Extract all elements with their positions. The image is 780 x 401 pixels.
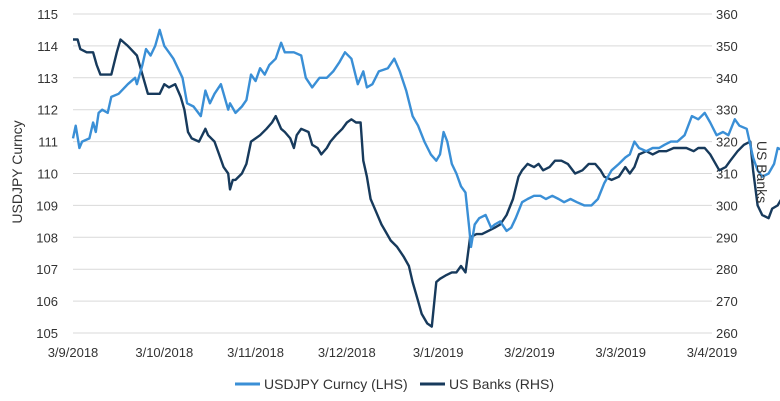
x-tick-label: 3/11/2018 [227, 345, 284, 360]
right-tick-label: 340 [716, 71, 738, 86]
right-tick-label: 290 [716, 230, 738, 245]
x-tick-label: 3/1/2019 [413, 345, 464, 360]
left-tick-label: 108 [36, 230, 58, 245]
right-axis-title: US Banks [754, 141, 770, 203]
legend-label-usdjpy: USDJPY Curncy (LHS) [264, 376, 408, 392]
left-tick-label: 110 [37, 167, 58, 182]
left-tick-label: 111 [38, 135, 58, 150]
left-tick-label: 114 [37, 39, 58, 54]
gridlines [73, 13, 712, 334]
x-tick-label: 3/4/2019 [687, 345, 738, 360]
left-tick-label: 109 [36, 198, 58, 213]
left-tick-label: 113 [37, 71, 58, 86]
left-axis-title: USDJPY Curncy [9, 120, 25, 223]
x-tick-label: 3/12/2018 [318, 345, 376, 360]
left-tick-label: 112 [37, 103, 58, 118]
legend: USDJPY Curncy (LHS) US Banks (RHS) [235, 376, 554, 392]
left-tick-label: 107 [36, 262, 58, 277]
right-tick-label: 260 [716, 326, 738, 341]
x-tick-label: 3/9/2018 [48, 345, 99, 360]
right-tick-label: 360 [716, 7, 738, 22]
legend-label-us-banks: US Banks (RHS) [449, 376, 554, 392]
x-axis: 3/9/2018 3/10/2018 3/11/2018 3/12/2018 3/1/2… [48, 345, 738, 360]
left-tick-label: 106 [36, 294, 58, 309]
x-tick-label: 3/10/2018 [135, 345, 193, 360]
right-tick-label: 350 [716, 39, 738, 54]
right-tick-label: 270 [716, 294, 738, 309]
x-tick-label: 3/2/2019 [504, 345, 555, 360]
x-tick-label: 3/3/2019 [595, 345, 646, 360]
right-tick-label: 280 [716, 262, 738, 277]
series-line-usdjpy [71, 28, 780, 249]
right-tick-label: 320 [716, 135, 738, 150]
series-line-us-banks [73, 38, 780, 328]
left-y-axis: 105 106 107 108 109 110 111 112 113 114 115 [36, 7, 58, 341]
series-lines [71, 28, 780, 328]
right-tick-label: 330 [716, 103, 738, 118]
left-tick-label: 105 [36, 326, 58, 341]
left-tick-label: 115 [37, 7, 58, 22]
right-tick-label: 300 [716, 198, 738, 213]
